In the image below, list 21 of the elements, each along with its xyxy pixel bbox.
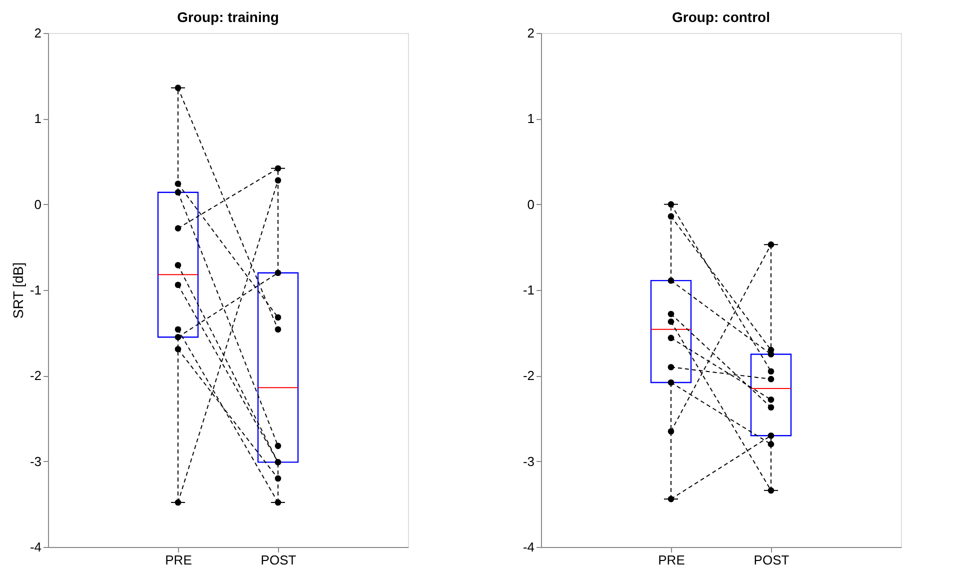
y-tick-label: 2 [34, 26, 42, 40]
y-tick-label: -3 [522, 454, 534, 469]
y-tick-label: -1 [522, 282, 534, 298]
chart-title: Group: training [177, 9, 279, 25]
y-tick-label: 1 [34, 111, 42, 126]
y-tick-label: -2 [30, 368, 42, 384]
x-tick-label: PRE [658, 552, 686, 568]
y-tick-label: -4 [522, 540, 534, 554]
x-tick-label: POST [754, 552, 790, 568]
y-tick-label: -1 [30, 282, 42, 298]
x-tick-label: PRE [165, 552, 192, 568]
y-axis-title: SRT [dB] [10, 262, 26, 319]
y-tick-label: -2 [522, 368, 534, 384]
y-tick-label: -4 [30, 540, 42, 554]
y-tick-label: 0 [34, 196, 42, 212]
y-tick-label: -3 [30, 454, 42, 469]
y-tick-label: 2 [527, 26, 534, 40]
y-tick-label: 1 [527, 111, 534, 126]
x-tick-label: POST [260, 552, 296, 568]
y-tick-label: 0 [527, 196, 534, 212]
chart-title: Group: control [672, 9, 770, 25]
